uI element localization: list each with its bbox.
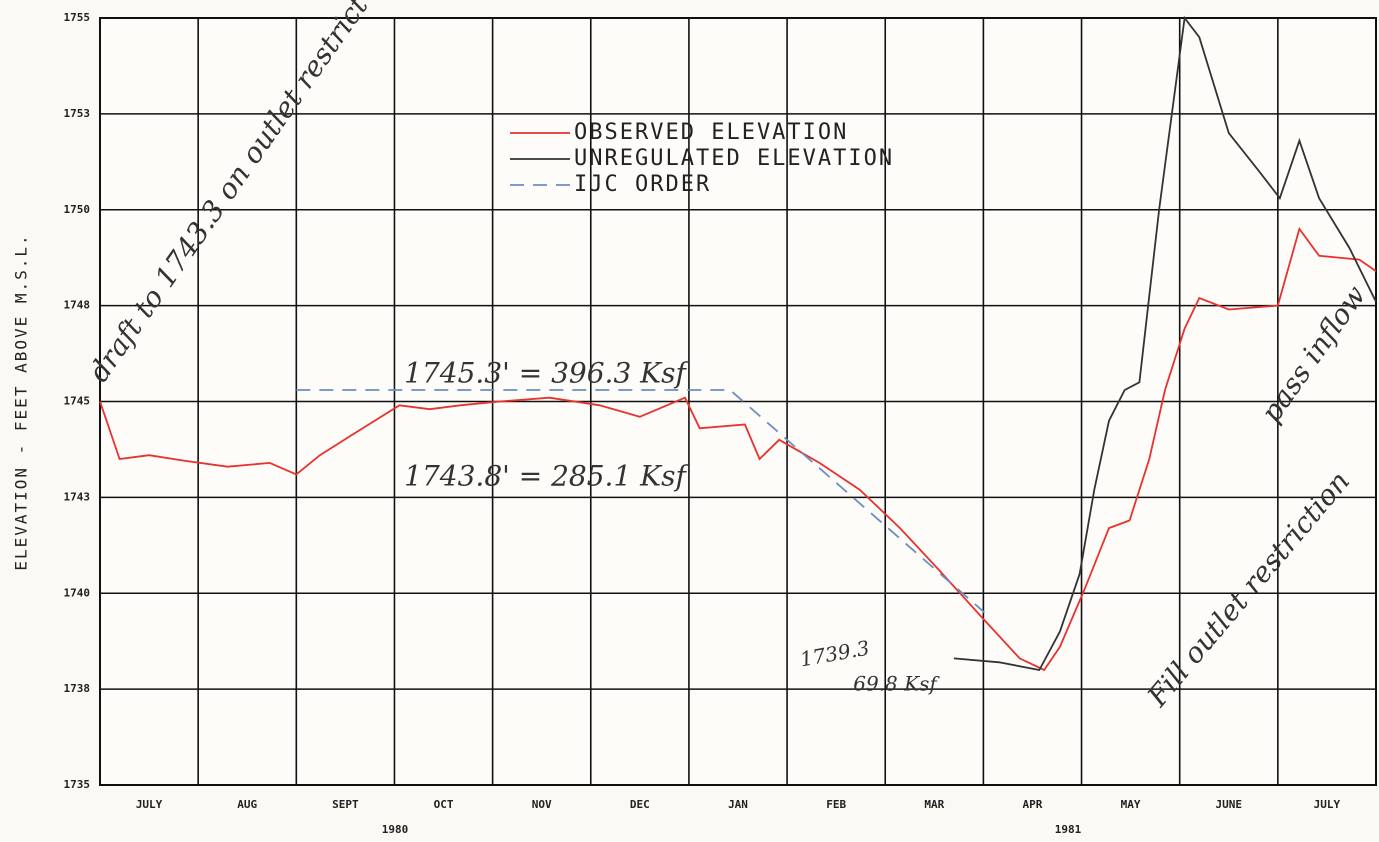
year-label: 1981 bbox=[1055, 823, 1082, 836]
annotation: 1745.3' = 396.3 Ksf bbox=[404, 357, 690, 390]
y-tick-label: 1748 bbox=[64, 299, 91, 312]
x-tick-label: OCT bbox=[434, 798, 454, 811]
series-line bbox=[99, 226, 1377, 672]
x-tick-label: NOV bbox=[532, 798, 552, 811]
x-tick-label: AUG bbox=[237, 798, 257, 811]
x-tick-label: MAY bbox=[1121, 798, 1141, 811]
annotation: 1743.8' = 285.1 Ksf bbox=[404, 460, 690, 493]
y-tick-label: 1755 bbox=[64, 11, 91, 24]
y-tick-label: 1743 bbox=[64, 490, 91, 503]
legend-label: OBSERVED ELEVATION bbox=[574, 120, 848, 145]
y-axis-label: ELEVATION - FEET ABOVE M.S.L. bbox=[12, 233, 31, 570]
y-tick-label: 1740 bbox=[64, 586, 91, 599]
x-tick-label: SEPT bbox=[332, 798, 359, 811]
x-tick-label: APR bbox=[1023, 798, 1043, 811]
series-line bbox=[953, 15, 1377, 672]
legend-label: IJC ORDER bbox=[574, 172, 711, 197]
x-tick-label: FEB bbox=[826, 798, 846, 811]
annotation: 69.8 Ksf bbox=[853, 672, 940, 696]
y-tick-label: 1753 bbox=[64, 107, 91, 120]
y-tick-label: 1750 bbox=[64, 203, 91, 216]
x-tick-label: MAR bbox=[924, 798, 944, 811]
x-tick-label: JAN bbox=[728, 798, 748, 811]
year-label: 1980 bbox=[382, 823, 409, 836]
y-tick-label: 1738 bbox=[64, 682, 91, 695]
y-tick-label: 1745 bbox=[64, 395, 91, 408]
x-tick-label: JULY bbox=[1314, 798, 1341, 811]
y-tick-label: 1735 bbox=[64, 778, 91, 791]
x-tick-label: JUNE bbox=[1216, 798, 1243, 811]
x-tick-label: DEC bbox=[630, 798, 650, 811]
legend-label: UNREGULATED ELEVATION bbox=[574, 146, 894, 171]
series-line bbox=[296, 389, 985, 614]
x-tick-label: JULY bbox=[136, 798, 163, 811]
